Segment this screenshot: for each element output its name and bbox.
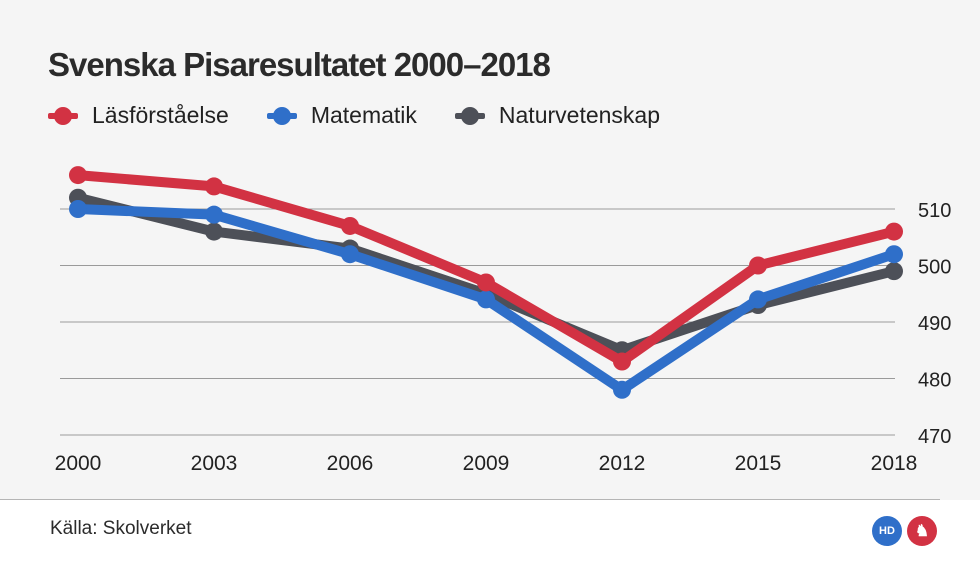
x-tick-label-2009: 2009 xyxy=(463,452,510,475)
x-tick-label-2003: 2003 xyxy=(191,452,238,475)
legend-marker-icon xyxy=(48,106,78,125)
griffin-logo-icon: ♞ xyxy=(907,516,937,546)
series-line-läsförståelse xyxy=(73,170,899,367)
legend-item-naturvetenskap: Naturvetenskap xyxy=(454,102,660,129)
x-tick-label-2000: 2000 xyxy=(55,452,102,475)
data-point-läsförståelse-2018 xyxy=(885,222,903,241)
legend: Läsförståelse Matematik Naturvetenskap xyxy=(48,102,698,129)
data-point-läsförståelse-2006 xyxy=(341,216,359,235)
x-tick-label-2012: 2012 xyxy=(599,452,646,475)
data-point-läsförståelse-2000 xyxy=(69,166,87,185)
x-tick-label-2015: 2015 xyxy=(735,452,782,475)
source-note: Källa: Skolverket xyxy=(50,518,192,539)
data-point-naturvetenskap-2003 xyxy=(205,222,223,241)
y-tick-label-480: 480 xyxy=(918,370,951,392)
data-point-matematik-2009 xyxy=(477,290,495,309)
chart-title: Svenska Pisaresultatet 2000–2018 xyxy=(48,46,551,83)
data-point-matematik-2015 xyxy=(749,290,767,309)
x-tick-label-2006: 2006 xyxy=(327,452,374,475)
y-tick-label-470: 470 xyxy=(918,426,951,448)
legend-item-matematik: Matematik xyxy=(266,102,417,129)
data-point-läsförståelse-2009 xyxy=(477,273,495,292)
legend-marker-icon xyxy=(266,106,297,125)
legend-item-lasforstaelse: Läsförståelse xyxy=(48,102,229,129)
data-point-matematik-2006 xyxy=(341,245,359,264)
data-point-matematik-2000 xyxy=(69,200,87,218)
x-tick-label-2018: 2018 xyxy=(871,452,918,475)
data-point-matematik-2012 xyxy=(613,380,631,399)
x-axis-labels: 2000 2003 2006 2009 2012 2015 2018 xyxy=(55,452,918,475)
y-tick-label-490: 490 xyxy=(918,313,951,335)
gridlines xyxy=(60,208,895,436)
data-point-läsförståelse-2003 xyxy=(205,177,223,196)
data-point-matematik-2003 xyxy=(205,205,223,224)
legend-marker-icon xyxy=(454,106,485,125)
legend-label: Matematik xyxy=(310,102,417,128)
hd-logo-icon: HD xyxy=(872,516,902,546)
data-point-naturvetenskap-2018 xyxy=(885,262,903,281)
y-tick-label-510: 510 xyxy=(918,200,951,222)
data-point-läsförståelse-2012 xyxy=(613,352,631,371)
footer xyxy=(0,500,980,588)
y-tick-label-500: 500 xyxy=(918,257,951,279)
line-chart: 470 480 490 500 510 2000 2003 2006 2009 2012 2015… xyxy=(55,166,951,475)
series-lines xyxy=(69,166,903,399)
legend-label: Läsförståelse xyxy=(92,102,229,128)
legend-label: Naturvetenskap xyxy=(498,102,660,128)
footer-divider xyxy=(0,499,940,500)
data-point-läsförståelse-2015 xyxy=(749,256,767,275)
y-axis-labels: 470 480 490 500 510 xyxy=(918,200,951,448)
data-point-matematik-2018 xyxy=(885,245,903,264)
